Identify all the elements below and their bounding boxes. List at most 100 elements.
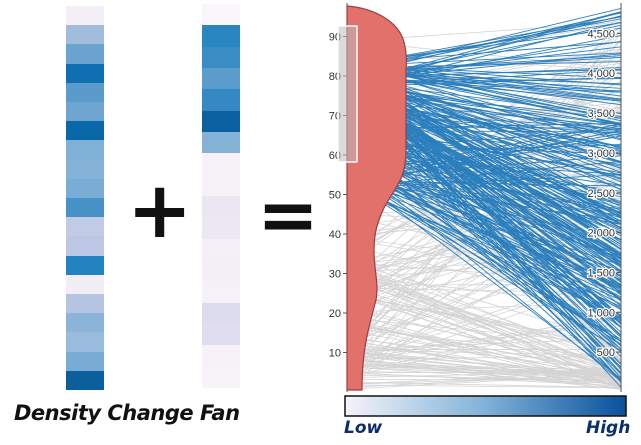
right-axis-tick-label: 500: [597, 347, 615, 359]
unselected-line: [346, 339, 622, 390]
equals-operator: =: [257, 172, 320, 258]
fan-strip-cell: [202, 281, 240, 304]
fan-strip-cell: [202, 46, 240, 69]
fan-strip-cell: [202, 4, 240, 26]
fan-strip-cell: [202, 132, 240, 154]
density-strip-cell: [66, 82, 104, 103]
right-axis-tick-label: 1,000: [587, 307, 615, 319]
unselected-line: [346, 302, 622, 313]
fan-strip-cell: [202, 324, 240, 346]
density-strip-cell: [66, 332, 104, 353]
right-axis-ticks: 500 1,000 1,500 2,000 2,500 3,000 3,500 4,000 4,…: [586, 27, 621, 360]
unselected-line: [346, 251, 622, 371]
density-strip-cell: [66, 274, 104, 295]
left-axis-tick-label: 20: [329, 308, 341, 320]
density-strip-cell: [66, 294, 104, 314]
right-axis-tick-label: 1,500: [587, 267, 615, 279]
density-strip-cell: [66, 351, 104, 372]
unselected-line: [346, 357, 622, 386]
unselected-line: [346, 282, 622, 353]
unselected-line: [346, 319, 622, 377]
density-strip-cell: [66, 178, 104, 199]
selected-line: [346, 185, 622, 301]
left-axis-tick-label: 30: [329, 269, 341, 281]
left-axis-tick-label: 40: [329, 229, 341, 241]
fan-strip-cell: [202, 174, 240, 197]
right-axis-tick-label: 3,000: [587, 148, 615, 160]
fan-strip-cell: [202, 217, 240, 240]
density-strip-cell: [66, 63, 104, 84]
density-strip-cell: [66, 313, 104, 333]
unselected-line: [346, 69, 622, 267]
selected-line: [346, 178, 622, 342]
right-axis-tick-label: 4,000: [587, 68, 615, 80]
fan-strip-cell: [202, 260, 240, 282]
unselected-line: [346, 292, 622, 375]
right-axis-tick-label: 3,500: [587, 108, 615, 120]
unselected-line: [346, 343, 622, 379]
unselected-line: [346, 365, 622, 377]
density-strip-cell: [66, 44, 104, 65]
unselected-line: [346, 305, 622, 378]
density-change-strip: [66, 6, 104, 391]
unselected-line: [346, 261, 622, 284]
unselected-line: [346, 311, 622, 389]
unselected-line: [346, 358, 622, 390]
unselected-line: [346, 259, 622, 388]
unselected-line: [346, 292, 622, 389]
legend-high-label: High: [586, 418, 631, 438]
left-axis-tick-label: 50: [329, 190, 341, 202]
unselected-line: [346, 363, 622, 371]
density-strip-cell: [66, 236, 104, 257]
density-strip-cell: [66, 370, 104, 391]
selected-line: [346, 179, 622, 289]
fan-strip-cell: [202, 89, 240, 112]
right-axis-tick-label: 2,000: [587, 228, 615, 240]
fan-strip: [202, 4, 240, 389]
unselected-line: [346, 330, 622, 379]
density-strip-cell: [66, 25, 104, 45]
unselected-line: [346, 366, 622, 387]
unselected-line: [346, 268, 622, 372]
unselected-line: [346, 263, 622, 374]
density-strip-cell: [66, 121, 104, 141]
unselected-line: [346, 292, 622, 388]
fan-strip-cell: [202, 110, 240, 133]
unselected-line: [346, 58, 622, 320]
density-strip-cell: [66, 198, 104, 218]
density-strip-cell: [66, 140, 104, 161]
selected-line: [346, 170, 622, 352]
density-strip-cell: [66, 217, 104, 237]
fan-strip-cell: [202, 25, 240, 48]
fan-strip-cell: [202, 238, 240, 261]
color-legend-bar: [344, 395, 627, 417]
unselected-line: [346, 324, 622, 388]
fan-caption: Fan: [200, 401, 240, 425]
unselected-line: [346, 384, 622, 389]
plus-operator: +: [127, 166, 193, 256]
legend-low-label: Low: [344, 418, 383, 438]
density-strip-cell: [66, 102, 104, 122]
left-axis-tick-label: 10: [329, 348, 341, 360]
right-axis-tick-label: 2,500: [587, 188, 615, 200]
unselected-line: [346, 372, 622, 384]
density-shape: [346, 5, 408, 391]
density-strip-cell: [66, 159, 104, 180]
unselected-line: [346, 285, 622, 371]
fan-strip-cell: [202, 366, 240, 389]
brush-selection[interactable]: [337, 25, 358, 163]
density-strip-cell: [66, 255, 104, 276]
right-axis-tick-label: 4,500: [587, 28, 615, 40]
fan-strip-cell: [202, 302, 240, 325]
fan-strip-cell: [202, 68, 240, 90]
selected-line: [346, 180, 622, 352]
unselected-line: [346, 323, 622, 373]
fan-strip-cell: [202, 196, 240, 218]
density-strip-cell: [66, 6, 104, 26]
fan-strip-cell: [202, 153, 240, 176]
density-change-caption: Density Change: [14, 401, 194, 425]
fan-strip-cell: [202, 345, 240, 368]
selected-line: [346, 171, 622, 379]
unselected-line: [346, 176, 622, 389]
